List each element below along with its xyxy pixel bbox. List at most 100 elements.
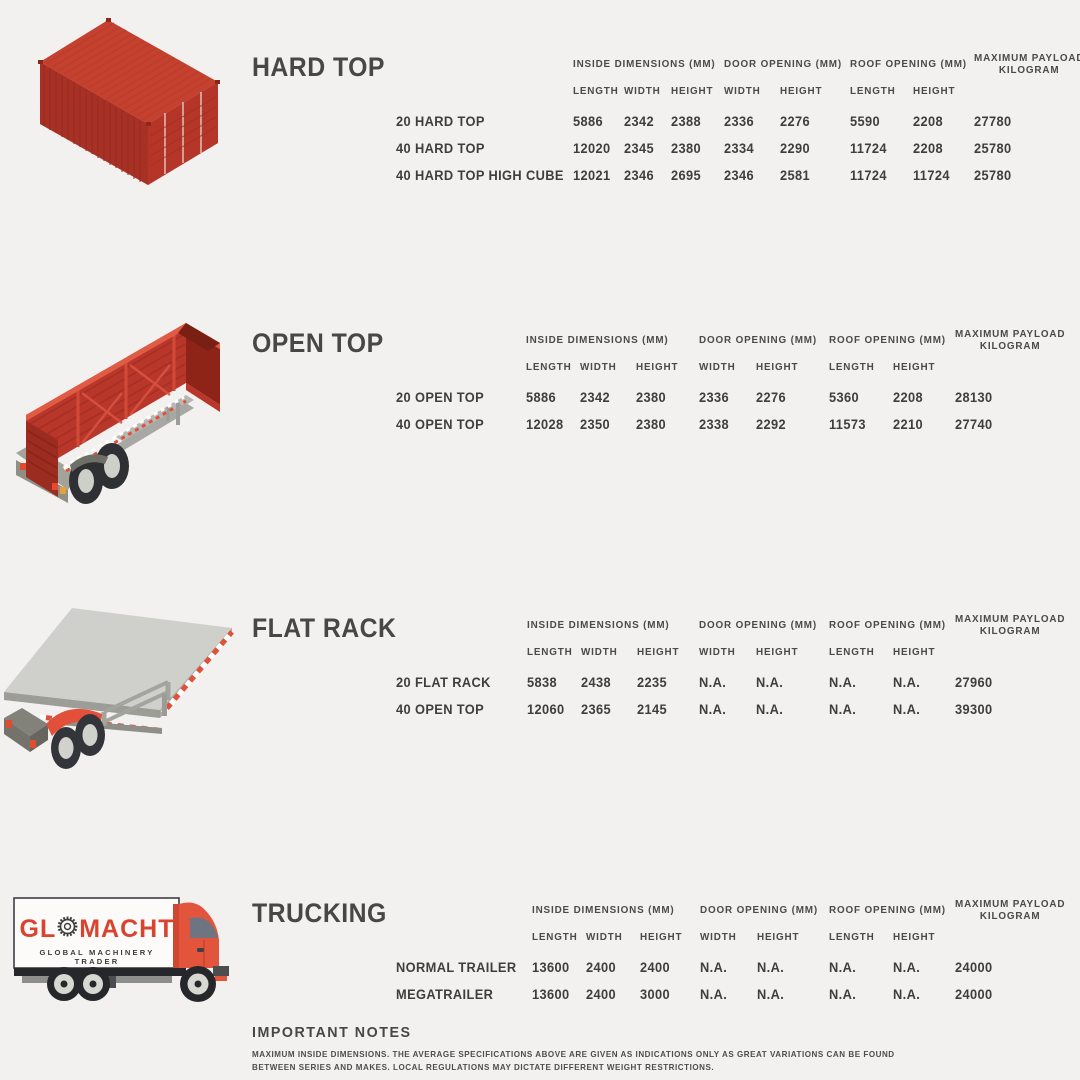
cell-door-width: 2336 xyxy=(724,114,755,129)
section-title: OPEN TOP xyxy=(252,328,384,358)
row-label: 40 HARD TOP xyxy=(396,141,485,156)
table-sub-header-row: LENGTH WIDTH HEIGHT WIDTH HEIGHT LENGTH … xyxy=(396,361,1072,384)
cell-inside-height: 2388 xyxy=(671,114,702,129)
payload-line-2: KILOGRAM xyxy=(999,64,1060,76)
cell-roof-height: 2208 xyxy=(913,141,944,156)
cell-roof-length: 5590 xyxy=(849,114,880,129)
spec-table-trucking: INSIDE DIMENSIONS (MM) DOOR OPENING (MM)… xyxy=(396,898,1072,1008)
logo-tagline: GLOBAL MACHINERY TRADER xyxy=(39,948,155,966)
row-label: 20 OPEN TOP xyxy=(396,390,485,405)
sub-head-roof-height: HEIGHT xyxy=(892,931,936,943)
cell-inside-height: 2380 xyxy=(636,417,667,432)
group-head-door-opening: DOOR OPENING (MM) xyxy=(699,619,818,631)
sub-head-inside-height: HEIGHT xyxy=(636,361,679,373)
table-sub-header-row: LENGTH WIDTH HEIGHT WIDTH HEIGHT LENGTH … xyxy=(396,931,1072,954)
table-row: 20 FLAT RACK 5838 2438 2235 N.A. N.A. N.… xyxy=(396,669,1072,696)
row-label: MEGATRAILER xyxy=(396,987,494,1002)
group-head-door-opening: DOOR OPENING (MM) xyxy=(698,334,817,346)
group-head-inside-dimensions: INSIDE DIMENSIONS (MM) xyxy=(526,619,670,631)
cell-roof-length: 11573 xyxy=(829,417,866,432)
group-head-max-payload: MAXIMUM PAYLOAD KILOGRAM xyxy=(974,52,1080,85)
sub-head-inside-width: WIDTH xyxy=(580,646,618,658)
cell-inside-length: 5886 xyxy=(572,114,603,129)
table-row: 40 HARD TOP HIGH CUBE 12021 2346 2695 23… xyxy=(396,162,1080,189)
sub-head-roof-length: LENGTH xyxy=(829,646,875,658)
sub-head-inside-length: LENGTH xyxy=(525,361,572,373)
group-head-vehicle xyxy=(396,52,562,85)
cell-inside-width: 2345 xyxy=(623,141,654,156)
cell-door-height: 2292 xyxy=(756,417,787,432)
group-head-door-opening: DOOR OPENING (MM) xyxy=(724,58,843,70)
sub-head-inside-width: WIDTH xyxy=(623,85,661,97)
cell-payload: 27960 xyxy=(954,675,993,690)
row-label: NORMAL TRAILER xyxy=(396,960,517,975)
table-group-header-row: INSIDE DIMENSIONS (MM) DOOR OPENING (MM)… xyxy=(396,898,1072,931)
sub-head-inside-length: LENGTH xyxy=(526,646,573,658)
group-head-inside-dimensions: INSIDE DIMENSIONS (MM) xyxy=(532,904,675,916)
sub-head-door-height: HEIGHT xyxy=(757,931,800,943)
cell-roof-height: 11724 xyxy=(913,168,950,183)
cell-inside-height: 2145 xyxy=(636,702,667,717)
cell-door-height: N.A. xyxy=(756,675,784,690)
wheel xyxy=(51,727,81,769)
group-head-roof-opening: ROOF OPENING (MM) xyxy=(849,58,967,70)
spec-table-hard-top: INSIDE DIMENSIONS (MM) DOOR OPENING (MM)… xyxy=(396,52,1080,189)
cell-roof-height: 2210 xyxy=(892,417,923,432)
cell-inside-height: 2695 xyxy=(671,168,702,183)
cell-inside-length: 5838 xyxy=(526,675,557,690)
sub-head-inside-length: LENGTH xyxy=(532,931,579,943)
group-head-roof-opening: ROOF OPENING (MM) xyxy=(829,334,946,346)
table-row: 20 HARD TOP 5886 2342 2388 2336 2276 559… xyxy=(396,108,1080,135)
table-group-header-row: INSIDE DIMENSIONS (MM) DOOR OPENING (MM)… xyxy=(396,613,1072,646)
group-head-door-opening: DOOR OPENING (MM) xyxy=(700,904,819,916)
sub-head-door-height: HEIGHT xyxy=(756,646,799,658)
sub-head-inside-height: HEIGHT xyxy=(639,931,683,943)
cell-inside-width: 2400 xyxy=(585,987,616,1002)
cell-inside-length: 12020 xyxy=(572,141,611,156)
logo-text-after: MACHT xyxy=(79,914,175,943)
sub-head-inside-width: WIDTH xyxy=(585,931,623,943)
sub-head-vehicle xyxy=(396,646,519,669)
cell-payload: 39300 xyxy=(954,702,993,717)
wheel xyxy=(76,967,110,1001)
cell-inside-width: 2350 xyxy=(579,417,610,432)
cell-inside-width: 2365 xyxy=(580,702,611,717)
notes-body: MAXIMUM INSIDE DIMENSIONS. THE AVERAGE S… xyxy=(252,1049,895,1072)
cell-door-height: N.A. xyxy=(757,960,785,975)
wheel xyxy=(75,714,105,756)
cell-roof-height: 2208 xyxy=(892,390,923,405)
sub-head-inside-height: HEIGHT xyxy=(636,646,680,658)
group-head-roof-opening: ROOF OPENING (MM) xyxy=(829,904,947,916)
table-row: 40 OPEN TOP 12028 2350 2380 2338 2292 11… xyxy=(396,411,1072,438)
cell-inside-length: 13600 xyxy=(532,960,570,975)
payload-line-2: KILOGRAM xyxy=(979,625,1041,637)
cell-roof-height: 2208 xyxy=(913,114,944,129)
cell-door-width: 2346 xyxy=(724,168,755,183)
glomacht-logo: GL xyxy=(20,914,175,966)
cell-door-height: 2276 xyxy=(756,390,787,405)
cell-payload: 28130 xyxy=(954,390,993,405)
group-head-vehicle xyxy=(396,328,518,361)
cell-payload: 25780 xyxy=(974,168,1012,183)
sub-head-inside-height: HEIGHT xyxy=(671,85,714,97)
table-sub-header-row: LENGTH WIDTH HEIGHT WIDTH HEIGHT LENGTH … xyxy=(396,646,1072,669)
payload-line-1: MAXIMUM PAYLOAD xyxy=(974,52,1080,64)
group-head-vehicle xyxy=(396,898,524,931)
sub-head-roof-length: LENGTH xyxy=(829,931,876,943)
section-open-top: OPEN TOP INSIDE DIMENSIONS (MM) DOOR OPE… xyxy=(0,275,1080,560)
open-top-trailer-illustration xyxy=(8,285,248,520)
wheel xyxy=(95,443,129,489)
sub-head-roof-length: LENGTH xyxy=(849,85,896,97)
sub-head-roof-height: HEIGHT xyxy=(892,361,936,373)
wheel xyxy=(69,458,103,504)
section-title: FLAT RACK xyxy=(252,613,397,643)
sub-head-roof-height: HEIGHT xyxy=(892,646,936,658)
cell-inside-length: 5886 xyxy=(525,390,556,405)
cell-roof-height: N.A. xyxy=(892,702,921,717)
section-title: HARD TOP xyxy=(252,52,385,82)
spec-table-open-top: INSIDE DIMENSIONS (MM) DOOR OPENING (MM)… xyxy=(396,328,1072,438)
sub-head-door-height: HEIGHT xyxy=(756,361,799,373)
cell-door-width: 2334 xyxy=(724,141,755,156)
sub-head-vehicle xyxy=(396,931,524,954)
cell-roof-height: N.A. xyxy=(892,960,921,975)
